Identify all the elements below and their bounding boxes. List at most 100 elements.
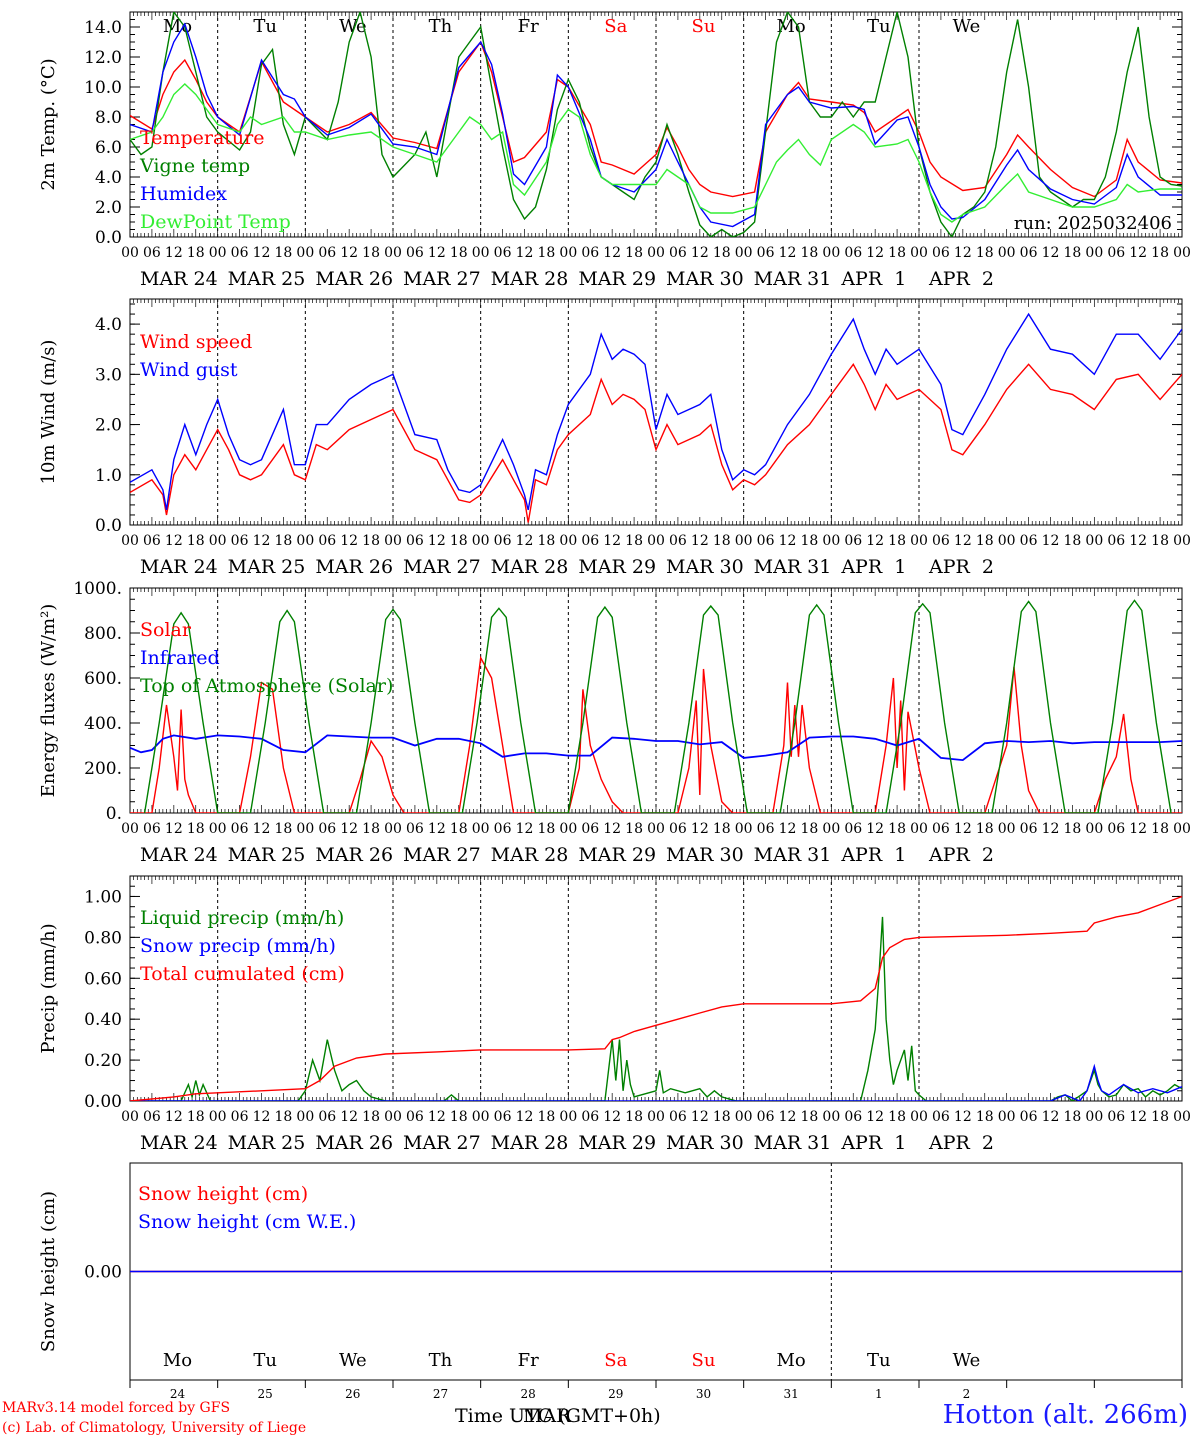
hour-label: 18 [275, 245, 293, 261]
hour-label: 12 [691, 245, 709, 261]
hour-label: 12 [165, 245, 183, 261]
legend-entry: Top of Atmosphere (Solar) [140, 675, 393, 697]
hour-label: 06 [318, 821, 336, 837]
hour-label: 06 [143, 245, 161, 261]
series-line [130, 362, 1182, 523]
hour-label: 12 [1042, 533, 1060, 549]
hour-label: 18 [450, 1109, 468, 1125]
hour-label: 18 [1064, 533, 1082, 549]
y-axis-label: Energy fluxes (W/m²) [38, 604, 59, 798]
hour-label: 00 [472, 245, 490, 261]
hour-label: 12 [779, 245, 797, 261]
hour-label: 00 [1085, 533, 1103, 549]
hour-label: 18 [538, 1109, 556, 1125]
hour-label: 12 [779, 821, 797, 837]
hour-label: 06 [844, 245, 862, 261]
hour-label: 00 [647, 1109, 665, 1125]
hour-label: 12 [516, 1109, 534, 1125]
y-tick-label: 0.0 [95, 516, 122, 536]
y-tick-label: 6.0 [95, 138, 122, 158]
hour-label: 06 [844, 1109, 862, 1125]
day-label: APR 1 [840, 556, 906, 578]
time-axis-label: Time UTC (GMT+0h) MAR [455, 1405, 661, 1427]
hour-label: 12 [779, 1109, 797, 1125]
series-line [143, 599, 1172, 813]
hour-label: 18 [450, 533, 468, 549]
hour-label: 00 [559, 1109, 577, 1125]
panel-frame [129, 11, 1183, 238]
hour-label: 12 [165, 821, 183, 837]
hour-label: 00 [209, 821, 227, 837]
hour-label: 06 [932, 1109, 950, 1125]
day-label: MAR 25 [228, 556, 306, 578]
hour-label: 06 [143, 821, 161, 837]
hour-label: 00 [910, 821, 928, 837]
day-label: MAR 30 [666, 556, 744, 578]
hour-label: 00 [822, 245, 840, 261]
hour-label: 06 [1107, 821, 1125, 837]
hour-label: 06 [406, 245, 424, 261]
hour-label: 12 [1042, 821, 1060, 837]
hour-label: 12 [340, 1109, 358, 1125]
hour-label: 18 [976, 533, 994, 549]
hour-label: 12 [1129, 245, 1147, 261]
hour-label: 12 [428, 245, 446, 261]
weekday-label: Mo [777, 1350, 806, 1371]
series-line [130, 40, 1182, 198]
hour-label: 12 [253, 245, 271, 261]
hour-label: 18 [1151, 821, 1169, 837]
hour-label: 00 [559, 245, 577, 261]
hour-label: 12 [603, 245, 621, 261]
hour-label: 12 [165, 533, 183, 549]
hour-label: 18 [538, 245, 556, 261]
lab-credit: (c) Lab. of Climatology, University of L… [2, 1420, 307, 1436]
hour-label: 00 [384, 821, 402, 837]
hour-label: 06 [318, 245, 336, 261]
hour-label: 12 [691, 821, 709, 837]
hour-label: 12 [954, 533, 972, 549]
hour-label: 06 [318, 533, 336, 549]
day-number-label: 30 [696, 1387, 711, 1401]
hour-label: 06 [494, 1109, 512, 1125]
legend-entry: Solar [140, 619, 192, 641]
hour-label: 18 [187, 821, 205, 837]
y-tick-label: 0.0 [95, 228, 122, 248]
hour-label: 18 [713, 245, 731, 261]
hour-label: 06 [1020, 821, 1038, 837]
hour-label: 06 [143, 1109, 161, 1125]
hour-label: 06 [932, 821, 950, 837]
hour-label: 12 [428, 1109, 446, 1125]
day-number-label: 27 [433, 1387, 448, 1401]
day-number-label: 28 [521, 1387, 536, 1401]
hour-label: 18 [362, 1109, 380, 1125]
hour-label: 00 [1173, 821, 1191, 837]
hour-label: 06 [231, 245, 249, 261]
legend-entry: Wind gust [140, 359, 238, 381]
y-tick-label: 2.0 [95, 198, 122, 218]
hour-label: 12 [165, 1109, 183, 1125]
hour-label: 18 [362, 821, 380, 837]
hour-label: 12 [603, 1109, 621, 1125]
weekday-label: We [953, 1350, 981, 1371]
hour-label: 12 [253, 533, 271, 549]
hour-label: 00 [1173, 1109, 1191, 1125]
hour-label: 00 [1085, 245, 1103, 261]
y-tick-label: 3.0 [95, 365, 122, 385]
series-line [130, 83, 1182, 223]
time-axis-overlap: MAR [523, 1405, 571, 1427]
hour-label: 06 [581, 533, 599, 549]
y-tick-label: 400. [84, 714, 122, 734]
day-label: APR 2 [928, 556, 994, 578]
day-number-label: 25 [258, 1387, 273, 1401]
weekday-label: Mo [777, 16, 806, 37]
hour-label: 18 [625, 245, 643, 261]
hour-label: 00 [1173, 245, 1191, 261]
day-label: MAR 31 [754, 844, 832, 866]
hour-label: 18 [801, 821, 819, 837]
day-number-label: 31 [784, 1387, 799, 1401]
day-label: APR 2 [928, 268, 994, 290]
hour-label: 18 [187, 533, 205, 549]
hour-label: 00 [998, 1109, 1016, 1125]
model-credit: MARv3.14 model forced by GFS [2, 1400, 231, 1416]
hour-label: 12 [603, 533, 621, 549]
